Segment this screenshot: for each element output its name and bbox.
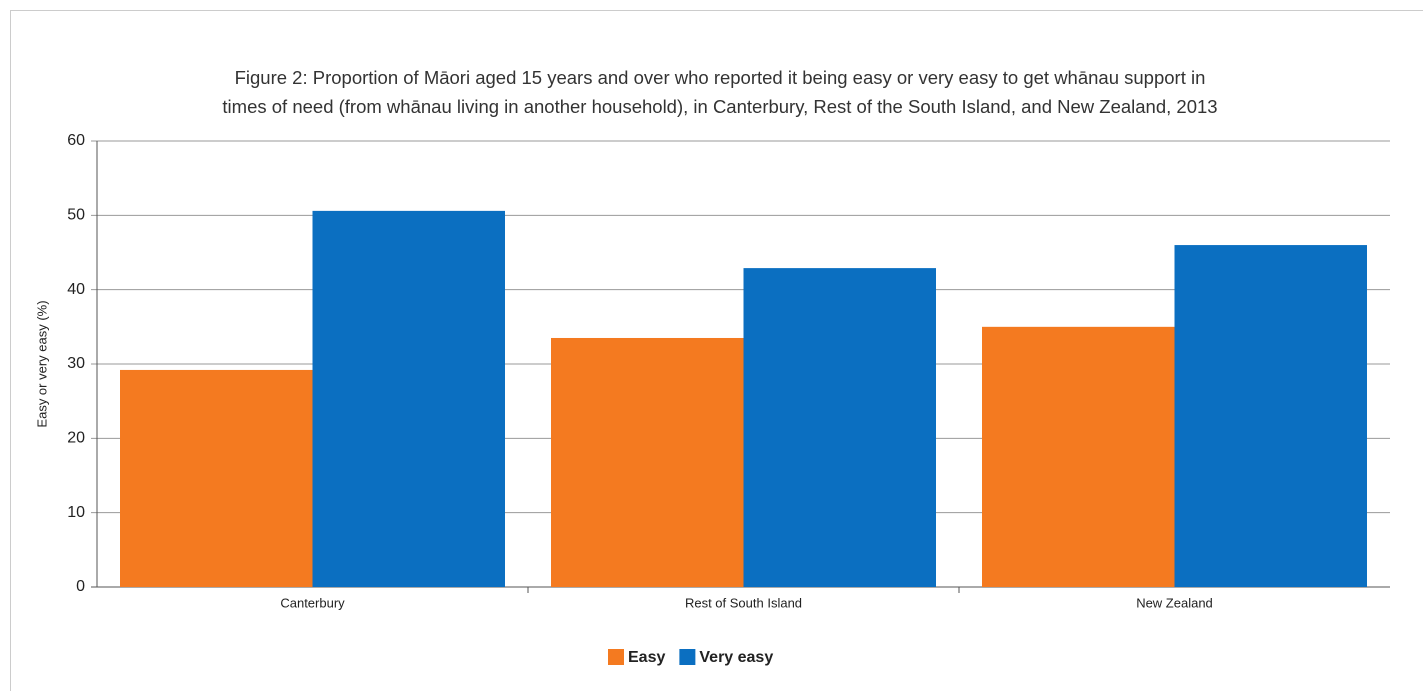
legend-label: Easy	[628, 649, 665, 666]
y-tick-label: 40	[67, 281, 85, 298]
bar	[312, 210, 505, 587]
y-tick-label: 30	[67, 355, 85, 372]
legend-swatch	[608, 649, 624, 665]
x-tick-label: Canterbury	[280, 595, 345, 610]
bar	[120, 369, 313, 587]
bar	[982, 326, 1175, 587]
y-tick-label: 50	[67, 207, 85, 224]
bar	[1174, 245, 1367, 588]
legend-swatch	[679, 649, 696, 665]
chart-title: times of need (from whānau living in ano…	[222, 96, 1217, 117]
y-tick-label: 10	[67, 504, 85, 521]
y-axis-label: Easy or very easy (%)	[34, 300, 49, 427]
frame	[10, 10, 1423, 691]
x-tick-label: Rest of South Island	[685, 595, 802, 610]
x-tick-label: New Zealand	[1136, 595, 1213, 610]
y-tick-label: 20	[67, 430, 85, 447]
bar	[743, 268, 936, 587]
chart-title: Figure 2: Proportion of Māori aged 15 ye…	[235, 67, 1206, 88]
bar	[551, 337, 744, 587]
legend-label: Very easy	[699, 649, 773, 666]
y-tick-label: 60	[67, 132, 85, 149]
y-tick-label: 0	[76, 578, 85, 595]
